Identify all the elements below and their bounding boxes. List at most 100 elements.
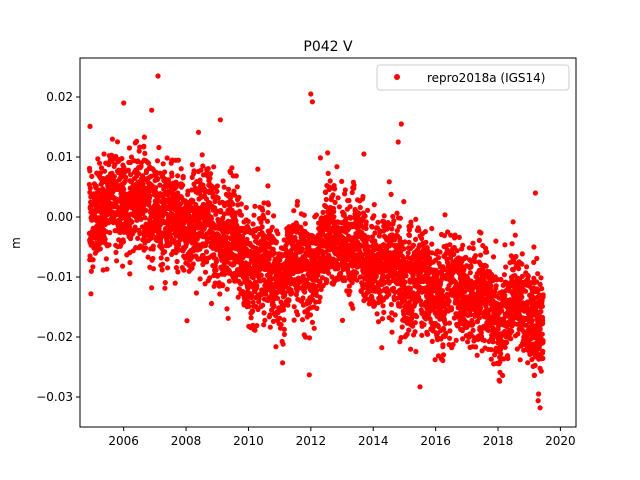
data-point (207, 175, 213, 181)
data-point (259, 224, 265, 230)
data-point (437, 249, 443, 255)
data-point (435, 323, 441, 330)
data-point (540, 292, 546, 298)
data-point (292, 234, 298, 241)
data-point (281, 331, 287, 337)
data-point (225, 315, 231, 321)
data-point (402, 298, 408, 304)
data-point (462, 289, 468, 295)
x-tick-label: 2018 (483, 434, 514, 448)
data-point (252, 327, 258, 333)
data-point (273, 344, 279, 350)
data-point (197, 276, 203, 282)
data-point (401, 199, 407, 205)
data-point (309, 319, 315, 325)
data-point (265, 183, 271, 189)
data-point (291, 208, 297, 214)
data-point (306, 335, 313, 341)
data-point (155, 176, 161, 182)
data-point (408, 346, 414, 352)
data-point (378, 288, 384, 294)
data-point (443, 330, 449, 336)
data-point (456, 234, 462, 240)
data-point (534, 255, 540, 262)
data-point (106, 162, 112, 168)
data-point (423, 239, 429, 245)
data-point (119, 156, 125, 162)
data-point (271, 250, 277, 256)
data-point (394, 228, 400, 234)
data-point (331, 214, 337, 220)
data-point (421, 310, 428, 316)
data-point (315, 272, 321, 278)
data-point (104, 266, 110, 272)
data-point (98, 165, 105, 171)
data-point (142, 150, 148, 156)
data-point (347, 288, 353, 294)
chart-title: P042 V (303, 39, 353, 55)
data-point (95, 156, 101, 162)
data-point (195, 129, 202, 135)
data-point (451, 251, 457, 257)
data-point (440, 352, 447, 358)
data-point (250, 221, 256, 227)
data-point (228, 192, 234, 198)
data-point (505, 355, 511, 362)
data-point (264, 218, 271, 224)
data-point (323, 204, 329, 210)
x-tick-label: 2008 (171, 434, 202, 448)
data-point (540, 348, 546, 354)
data-point (407, 286, 413, 292)
data-point (412, 329, 418, 335)
data-point (417, 298, 424, 304)
data-point (150, 255, 156, 262)
data-point (191, 168, 197, 174)
data-point (468, 312, 474, 318)
data-point (515, 331, 521, 337)
data-point (149, 232, 155, 238)
data-point (202, 281, 208, 287)
data-point (221, 184, 227, 190)
data-point (448, 305, 455, 311)
data-point (386, 179, 392, 185)
data-point (108, 152, 115, 158)
data-point (404, 261, 410, 267)
data-point (137, 144, 143, 150)
data-point (342, 191, 348, 197)
data-point (143, 207, 149, 214)
data-point (397, 303, 403, 309)
data-point (408, 223, 414, 229)
outlier-point (121, 100, 127, 106)
data-point (519, 261, 525, 267)
data-point (162, 280, 168, 286)
data-point (335, 195, 341, 201)
data-point (442, 212, 448, 218)
data-point (369, 224, 375, 230)
data-point (243, 246, 249, 252)
data-point (478, 230, 484, 236)
data-point (502, 292, 508, 298)
data-point (413, 236, 419, 242)
data-point (180, 173, 186, 180)
data-point (244, 236, 250, 242)
data-point (302, 221, 308, 227)
data-point (265, 210, 271, 216)
data-point (128, 154, 135, 160)
data-point (403, 273, 409, 279)
y-tick-label: 0.02 (46, 90, 73, 104)
data-point (347, 204, 353, 210)
x-tick-label: 2014 (358, 434, 389, 448)
data-point (205, 166, 211, 172)
data-point (140, 211, 146, 217)
data-point (316, 244, 322, 251)
data-point (127, 271, 133, 277)
outlier-point (308, 91, 314, 97)
data-point (391, 218, 397, 224)
data-point (93, 183, 99, 189)
data-point (362, 213, 368, 219)
data-point (114, 139, 121, 145)
data-point (232, 253, 238, 259)
data-point (123, 174, 129, 181)
data-point (158, 255, 164, 261)
data-point (502, 344, 508, 350)
